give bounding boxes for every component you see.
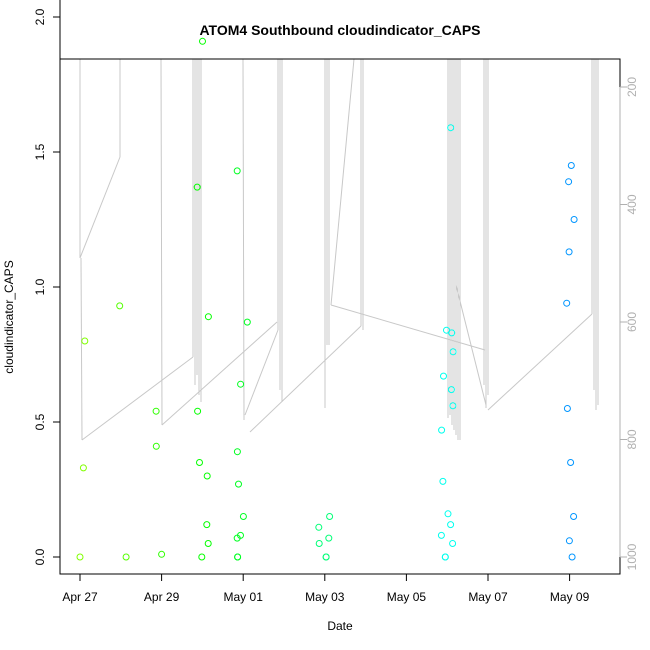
data-point [76, 553, 84, 561]
secondary-profile-line [242, 58, 245, 421]
y-axis-label: cloudindicator_CAPS [2, 260, 16, 373]
secondary-profile-line [80, 257, 83, 441]
data-point [196, 459, 203, 466]
x-axis: Apr 27 Apr 29 May 01 May 03 May 05 May 07 May … [62, 573, 590, 604]
x-tick-label: May 07 [468, 590, 508, 604]
data-point [237, 531, 244, 539]
y-tick-label: 1.0 [33, 278, 47, 295]
data-point [233, 167, 241, 175]
data-point [152, 442, 160, 450]
x-tick-label: May 09 [550, 590, 590, 604]
data-point [204, 540, 212, 547]
data-point [570, 216, 578, 223]
data-point [243, 318, 251, 326]
secondary-tick-label: 1000 [625, 543, 639, 570]
x-tick-label: Apr 27 [62, 590, 98, 604]
data-point [199, 37, 206, 45]
secondary-profile-line [244, 329, 279, 416]
chart-title: ATOM4 Southbound cloudindicator_CAPS [199, 22, 480, 38]
data-point [567, 459, 575, 466]
data-point [449, 402, 457, 410]
y-tick-label: 0.0 [33, 548, 47, 565]
data-points [76, 37, 578, 561]
data-point [237, 380, 245, 388]
data-point [158, 550, 166, 558]
secondary-profile-line [79, 156, 121, 259]
data-point [325, 534, 333, 542]
data-point [198, 553, 206, 561]
data-point [122, 553, 130, 561]
data-point [563, 405, 571, 412]
data-point [193, 183, 201, 191]
x-tick-label: May 01 [224, 590, 264, 604]
data-point [315, 540, 323, 547]
data-point [565, 178, 573, 186]
secondary-y-axis: 200 400 600 800 1000 [619, 77, 639, 570]
data-point [565, 537, 573, 545]
data-point [447, 386, 455, 394]
data-point [437, 531, 445, 539]
data-point [194, 407, 202, 415]
data-point [79, 464, 87, 472]
data-point [447, 124, 455, 132]
data-point [440, 372, 447, 380]
secondary-profile-line [161, 321, 278, 426]
data-point [567, 162, 575, 169]
secondary-profile-line [330, 304, 486, 351]
secondary-profile-line [81, 356, 194, 441]
data-point [203, 472, 211, 480]
x-tick-label: Apr 29 [144, 590, 180, 604]
secondary-tick-label: 200 [625, 77, 639, 97]
y-axis: 0.00.51.01.52.02.53.03.5 [33, 0, 61, 565]
data-point [326, 513, 334, 520]
secondary-tick-label: 600 [625, 312, 639, 332]
data-point [203, 521, 211, 529]
data-point [152, 407, 160, 415]
secondary-profile-lines [79, 58, 599, 441]
secondary-profile-line [487, 313, 593, 411]
data-point [449, 348, 457, 356]
data-point [315, 523, 323, 531]
secondary-profile-line [249, 325, 362, 433]
data-point [239, 513, 247, 520]
data-point [448, 329, 456, 337]
y-tick-label: 0.5 [33, 413, 47, 430]
data-point [449, 540, 457, 547]
data-point [235, 480, 242, 488]
secondary-profile-line [455, 284, 487, 406]
secondary-profile-line [330, 58, 355, 306]
data-point [204, 313, 212, 321]
data-point [441, 553, 449, 561]
data-point [568, 553, 576, 561]
y-tick-label: 1.5 [33, 143, 47, 160]
secondary-tick-label: 400 [625, 194, 639, 214]
data-point [234, 553, 242, 561]
data-point [116, 302, 124, 310]
data-point [444, 510, 452, 518]
data-point [233, 448, 241, 456]
data-point [439, 477, 447, 485]
data-point [565, 248, 573, 256]
data-point [81, 337, 89, 345]
data-point [438, 426, 446, 434]
secondary-profile-line [160, 58, 163, 426]
data-point [570, 513, 578, 520]
x-tick-label: May 03 [305, 590, 345, 604]
secondary-tick-label: 800 [625, 429, 639, 449]
data-point [563, 299, 571, 307]
y-tick-label: 2.0 [33, 8, 47, 25]
plot-frame [59, 58, 621, 575]
data-point [447, 521, 455, 529]
x-axis-label: Date [327, 619, 353, 633]
data-point [322, 553, 330, 561]
x-tick-label: May 05 [387, 590, 427, 604]
